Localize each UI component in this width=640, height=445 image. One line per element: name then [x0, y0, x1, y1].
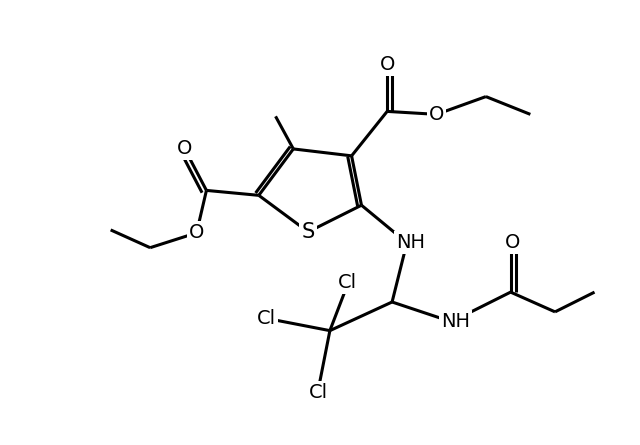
- Text: O: O: [177, 139, 193, 158]
- Text: O: O: [189, 223, 204, 243]
- Text: O: O: [505, 233, 520, 252]
- Text: O: O: [380, 56, 395, 74]
- Text: Cl: Cl: [257, 309, 276, 328]
- Text: Cl: Cl: [308, 383, 328, 402]
- Text: NH: NH: [396, 233, 426, 252]
- Text: NH: NH: [441, 312, 470, 331]
- Text: Cl: Cl: [338, 273, 357, 292]
- Text: S: S: [301, 222, 315, 242]
- Text: O: O: [429, 105, 444, 124]
